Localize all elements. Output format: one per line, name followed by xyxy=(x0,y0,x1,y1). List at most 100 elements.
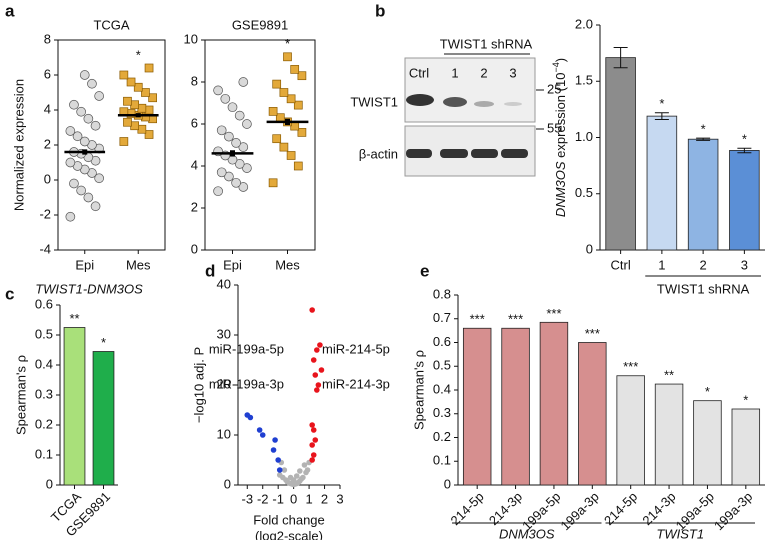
data-point xyxy=(216,125,227,136)
x-tick-label: 1 xyxy=(658,257,665,272)
y-tick-label: 40 xyxy=(217,276,231,291)
x-tick-label: 0 xyxy=(290,491,297,506)
data-point xyxy=(65,126,76,136)
y-axis-label-part: −4 xyxy=(551,62,561,72)
data-point xyxy=(286,151,296,160)
x-tick-label: 2 xyxy=(700,257,707,272)
y-axis-label: DNM3OS expression (10−4) xyxy=(551,58,568,217)
y-tick-label: 1.5 xyxy=(575,73,593,88)
x-tick-label: Mes xyxy=(126,257,151,272)
row-label: β-actin xyxy=(359,146,398,161)
y-tick-label: 2 xyxy=(191,199,198,214)
y-tick-label: 0.2 xyxy=(35,416,53,431)
error-bar xyxy=(654,112,669,120)
data-point xyxy=(272,79,282,89)
y-tick-label: 0 xyxy=(44,171,51,186)
y-tick-label: 0 xyxy=(586,241,593,256)
point-annotation: miR-199a-5p xyxy=(209,341,284,356)
data-point xyxy=(297,128,307,137)
error-bar xyxy=(737,147,752,154)
y-axis-label-part: ) xyxy=(553,58,568,62)
data-point xyxy=(315,382,322,388)
data-point xyxy=(293,161,303,171)
data-point xyxy=(130,121,139,131)
row-label: TWIST1 xyxy=(350,94,398,109)
data-point xyxy=(309,307,315,313)
y-tick-label: 0.3 xyxy=(433,405,451,420)
y-tick-label: 4 xyxy=(44,101,51,116)
data-point xyxy=(238,182,249,192)
data-point xyxy=(216,167,227,178)
x-tick-label: Mes xyxy=(275,257,300,272)
data-point xyxy=(275,457,281,463)
group-label: TWIST1 shRNA xyxy=(657,281,750,296)
x-tick-label: -2 xyxy=(257,491,269,506)
y-tick-label: 0.7 xyxy=(433,310,451,325)
bar xyxy=(92,351,115,486)
data-point xyxy=(94,173,105,184)
x-tick-label: -3 xyxy=(241,491,253,506)
y-tick-label: -2 xyxy=(39,206,51,221)
data-point xyxy=(213,85,223,96)
y-tick-label: 0 xyxy=(224,476,231,491)
y-tick-label: 2 xyxy=(44,136,51,151)
data-point xyxy=(279,88,289,97)
y-tick-label: 0.5 xyxy=(433,358,451,373)
x-tick-label: -1 xyxy=(272,491,284,506)
plot-frame xyxy=(204,39,316,251)
data-point xyxy=(79,136,90,147)
chart-title: GSE9891 xyxy=(232,17,288,32)
data-point xyxy=(304,467,311,473)
data-point xyxy=(281,467,288,473)
y-tick-label: 0.6 xyxy=(433,334,451,349)
size-marker: 25 xyxy=(547,81,561,96)
lane-label: Ctrl xyxy=(409,65,429,80)
y-tick-label: 0 xyxy=(46,476,53,491)
blot-header: TWIST1 shRNA xyxy=(440,36,533,51)
group-label: DNM3OS xyxy=(499,526,555,540)
data-point xyxy=(234,159,245,169)
x-axis-label: Fold change xyxy=(253,512,325,527)
panel-letter: b xyxy=(375,1,385,20)
bar xyxy=(605,57,636,251)
y-tick-label: 0.1 xyxy=(433,453,451,468)
western-blot: b TWIST1 shRNA Ctrl 1 2 3 TWIST1 β-actin… xyxy=(350,1,561,177)
significance: *** xyxy=(546,306,561,321)
data-point xyxy=(275,113,285,123)
y-tick-label: 0.4 xyxy=(433,381,451,396)
data-point xyxy=(314,387,320,393)
significance: *** xyxy=(508,312,523,327)
x-tick-label: Epi xyxy=(75,257,94,272)
chart-panel: c TWIST1-DNM3OS Spearman's ρ 0 0.1 0.2 0.3 0.4 0… xyxy=(5,281,143,539)
data-point xyxy=(220,93,231,104)
data-point xyxy=(79,70,90,80)
data-point xyxy=(69,178,79,189)
x-tick-label: 3 xyxy=(336,491,343,506)
significance: *** xyxy=(585,326,600,341)
y-tick-label: 4 xyxy=(191,157,198,172)
data-point xyxy=(144,63,154,73)
data-point xyxy=(272,437,278,443)
point-annotation: miR-199a-3p xyxy=(209,376,284,391)
significance: * xyxy=(101,335,106,350)
data-point xyxy=(133,82,143,92)
data-point xyxy=(283,52,292,62)
size-marker: 55 xyxy=(547,120,561,135)
y-tick-label: 10 xyxy=(217,426,231,441)
y-tick-label: 30 xyxy=(217,326,231,341)
y-tick-label: 0.5 xyxy=(35,326,53,341)
data-point xyxy=(83,192,94,203)
chart-panel: a TCGA Normalized expression -4 -2 0 2 4 6 8 Epi Me… xyxy=(5,1,166,272)
data-point xyxy=(297,71,307,81)
data-point xyxy=(276,467,283,473)
chart-panel: GSE9891 0 2 4 6 8 10 Epi Mes * xyxy=(184,17,316,272)
y-tick-label: 0.2 xyxy=(433,429,451,444)
data-point xyxy=(224,171,234,182)
panel-letter: d xyxy=(205,261,215,280)
data-point xyxy=(83,113,94,124)
data-point xyxy=(310,357,317,363)
y-axis-label: Normalized expression xyxy=(11,79,26,211)
data-point xyxy=(94,91,105,101)
significance: * xyxy=(743,392,748,407)
